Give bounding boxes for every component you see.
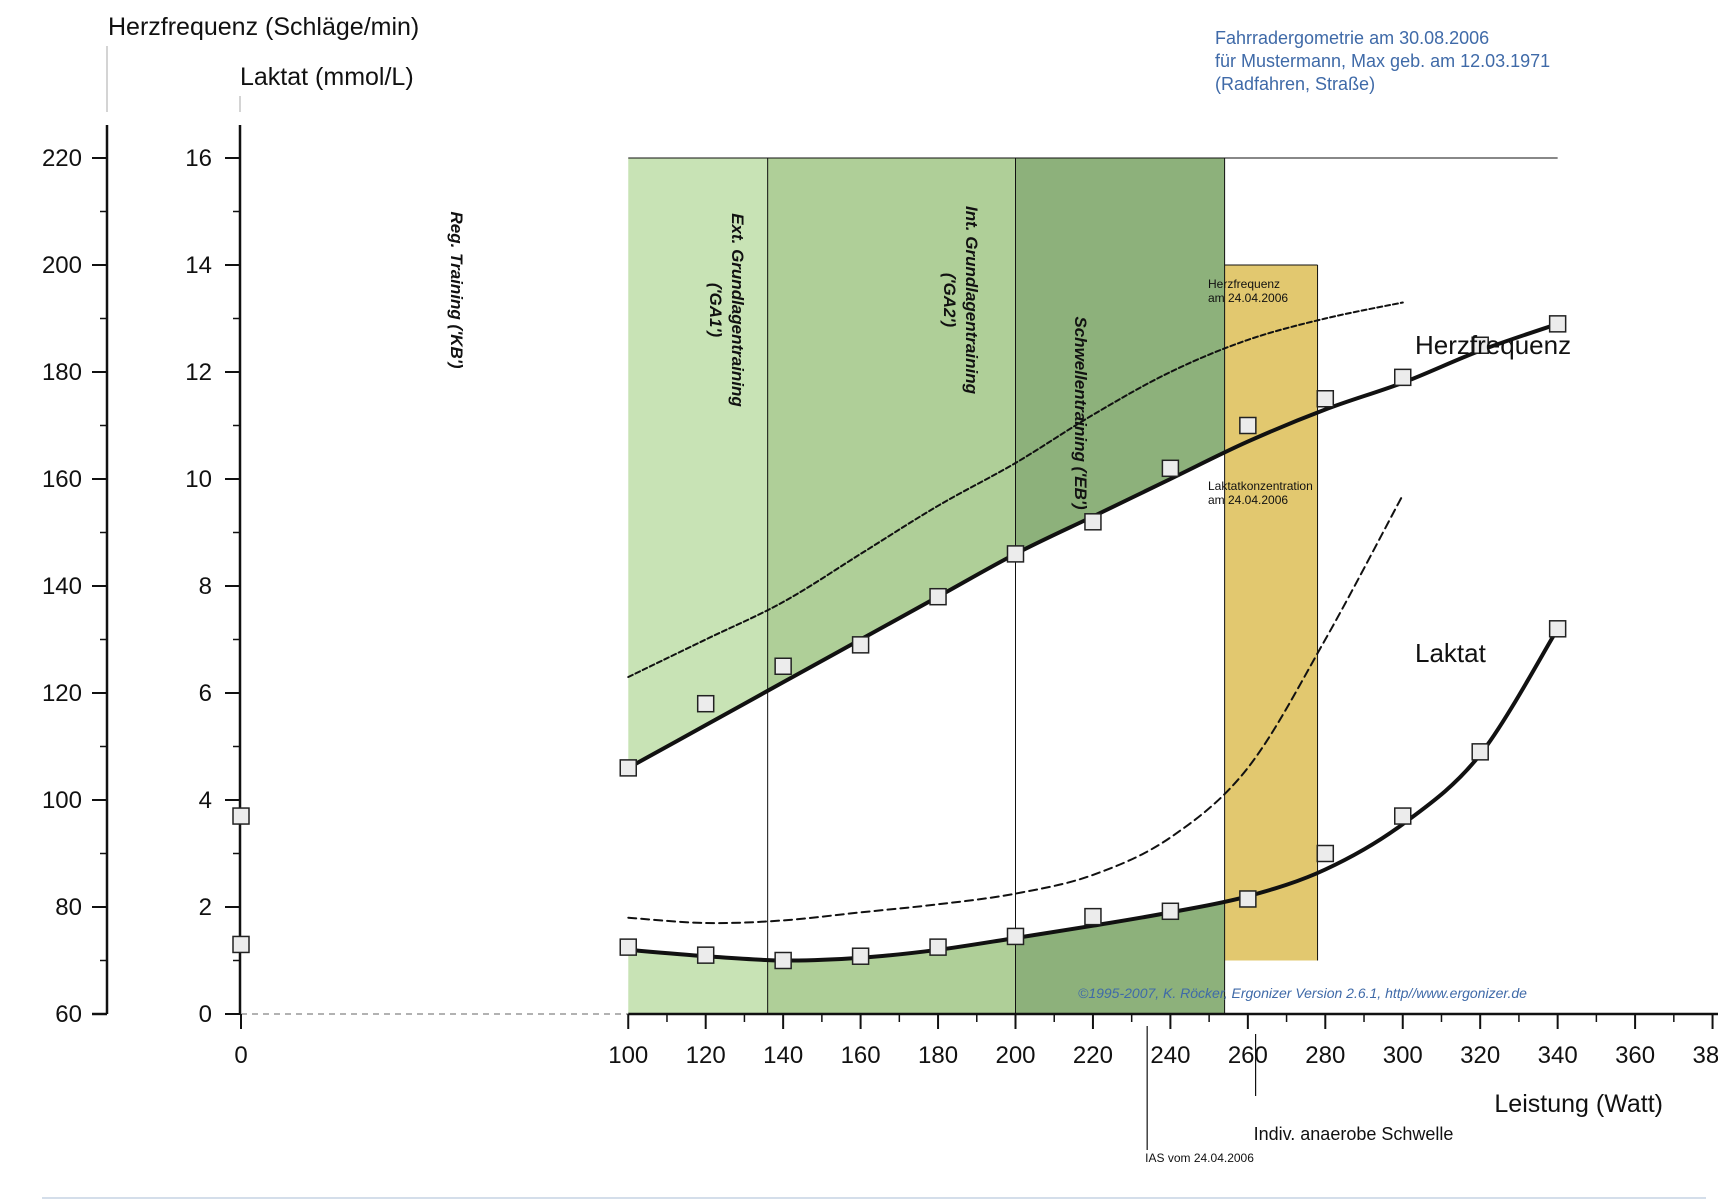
hr-tick-label: 160 [42, 466, 82, 493]
header-line-2: für Mustermann, Max geb. am 12.03.1971 [1215, 51, 1550, 71]
data-point [232, 807, 250, 825]
x-tick-label: 100 [608, 1042, 648, 1069]
zone-band [628, 158, 768, 768]
data-point [1239, 890, 1257, 908]
zone-band-lower [767, 938, 1016, 1014]
zone-band [767, 158, 1016, 691]
x-tick-label: 220 [1073, 1042, 1113, 1069]
zone-label: Ext. Grundlagentraining('GA1') [706, 213, 747, 407]
hr-axis-title: Herzfrequenz (Schläge/min) [108, 13, 419, 41]
data-point [1471, 743, 1489, 761]
data-point [929, 587, 947, 606]
zone-band [1224, 265, 1318, 961]
x-tick-label: 0 [234, 1042, 247, 1069]
reference-label-lactate-date: am 24.04.2006 [1208, 493, 1288, 507]
hr-tick-label: 60 [55, 1001, 82, 1028]
zone-band-lower [1015, 901, 1225, 1014]
x-tick-label: 140 [763, 1042, 803, 1069]
hr-tick-label: 200 [42, 252, 82, 279]
x-tick-label: 260 [1228, 1042, 1268, 1069]
x-tick-label: 280 [1305, 1042, 1345, 1069]
reference-curve [627, 301, 1404, 678]
anaerobic-threshold-label: Indiv. anaerobe Schwelle [1254, 1124, 1454, 1144]
lactate-tick-label: 6 [199, 680, 212, 707]
zone-label: Schwellentraining ('EB') [1071, 316, 1090, 510]
data-point [1006, 545, 1025, 563]
series-label-lactate: Laktat [1415, 638, 1487, 668]
data-point [774, 657, 792, 675]
data-point [1161, 459, 1180, 478]
lactate-axis-title: Laktat (mmol/L) [240, 63, 414, 91]
x-tick-label: 300 [1383, 1042, 1423, 1069]
data-point [696, 946, 715, 964]
hr-tick-label: 80 [55, 894, 82, 921]
header-line-1: Fahrradergometrie am 30.08.2006 [1215, 28, 1489, 48]
x-tick-label: 340 [1538, 1042, 1578, 1069]
data-points [232, 315, 1567, 970]
data-point [1084, 907, 1102, 926]
data-point [619, 759, 637, 777]
data-point [1239, 416, 1257, 435]
reference-label-heart-rate-date: am 24.04.2006 [1208, 291, 1288, 305]
data-point [696, 694, 715, 713]
hr-tick-label: 220 [42, 145, 82, 172]
data-point [1548, 620, 1567, 638]
data-point [1471, 336, 1489, 354]
zone-label: Reg. Training ('KB') [447, 212, 466, 369]
data-point [1394, 368, 1412, 387]
data-point [851, 947, 870, 965]
previous-threshold-label: IAS vom 24.04.2006 [1145, 1151, 1254, 1165]
x-tick-label: 240 [1150, 1042, 1190, 1069]
x-tick-label: 360 [1615, 1042, 1655, 1069]
data-point [1394, 807, 1412, 825]
x-tick-label: 180 [918, 1042, 958, 1069]
lactate-tick-label: 16 [185, 145, 212, 172]
lactate-tick-label: 10 [185, 466, 212, 493]
data-point [1006, 927, 1025, 946]
copyright-note: ©1995-2007, K. Röcker, Ergonizer Version… [1078, 985, 1527, 1001]
hr-tick-label: 140 [42, 573, 82, 600]
series-label-heart-rate: Herzfrequenz [1415, 330, 1571, 360]
lactate-tick-label: 2 [199, 894, 212, 921]
lactate-tick-label: 4 [199, 787, 212, 814]
data-point [619, 938, 637, 956]
data-point [1161, 902, 1180, 921]
hr-tick-label: 180 [42, 359, 82, 386]
x-tick-label: 320 [1460, 1042, 1500, 1069]
x-tick-label: 120 [686, 1042, 726, 1069]
zone-label: Int. Grundlagentraining('GA2') [940, 206, 981, 395]
lactate-tick-label: 0 [199, 1001, 212, 1028]
zone-band-lower [628, 949, 768, 1014]
data-point [1316, 390, 1335, 408]
x-tick-label: 200 [995, 1042, 1035, 1069]
data-point [851, 636, 870, 654]
data-point [929, 938, 947, 956]
data-point [774, 951, 792, 970]
hr-tick-label: 100 [42, 787, 82, 814]
x-tick-label: 380 [1693, 1042, 1718, 1069]
data-point [1084, 513, 1102, 531]
reference-curve [627, 494, 1404, 925]
lactate-tick-label: 14 [185, 252, 212, 279]
x-tick-label: 160 [841, 1042, 881, 1069]
hr-tick-label: 120 [42, 680, 82, 707]
data-point [1316, 844, 1335, 863]
training-zones: Reg. Training ('KB') Ext. Grundlagentrain… [447, 157, 1558, 1014]
lactate-tick-label: 12 [185, 359, 212, 386]
reference-label-heart-rate: Herzfrequenz [1208, 277, 1280, 291]
zone-band [1015, 158, 1225, 554]
lactate-tick-label: 8 [199, 573, 212, 600]
data-point [232, 935, 250, 954]
x-axis-title: Leistung (Watt) [1494, 1090, 1663, 1118]
header-line-3: (Radfahren, Straße) [1215, 74, 1375, 94]
reference-label-lactate: Laktatkonzentration [1208, 479, 1313, 493]
data-point [1548, 315, 1567, 333]
